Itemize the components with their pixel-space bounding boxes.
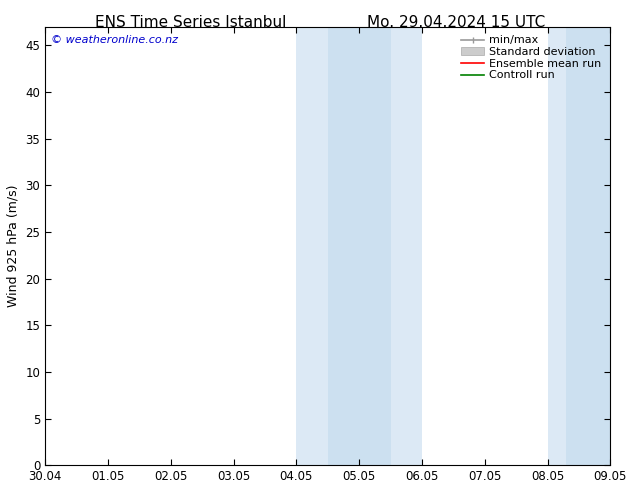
Text: Mo. 29.04.2024 15 UTC: Mo. 29.04.2024 15 UTC <box>367 15 546 30</box>
Text: ENS Time Series Istanbul: ENS Time Series Istanbul <box>94 15 286 30</box>
Y-axis label: Wind 925 hPa (m/s): Wind 925 hPa (m/s) <box>7 185 20 307</box>
Bar <box>391 26 422 465</box>
Legend: min/max, Standard deviation, Ensemble mean run, Controll run: min/max, Standard deviation, Ensemble me… <box>458 32 605 84</box>
Bar <box>566 26 611 465</box>
Bar <box>548 26 566 465</box>
Text: © weatheronline.co.nz: © weatheronline.co.nz <box>51 35 178 45</box>
Bar <box>297 26 328 465</box>
Bar <box>328 26 391 465</box>
